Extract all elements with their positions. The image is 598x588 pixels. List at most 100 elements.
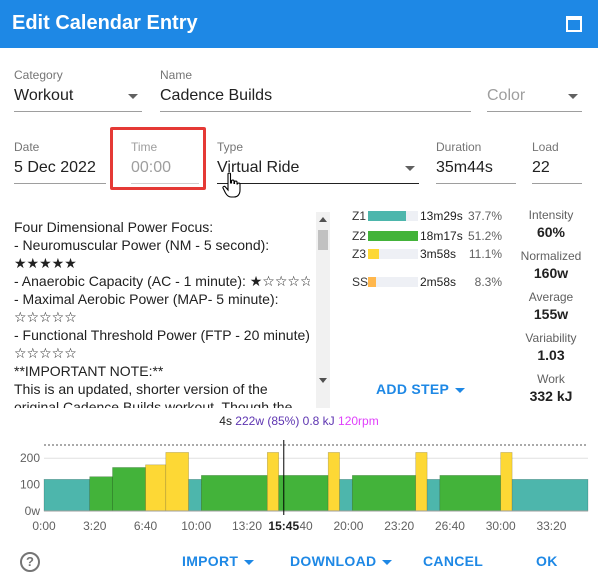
color-underline (487, 111, 582, 112)
readout-watts: 222w (85%) 0.8 kJ (235, 414, 335, 428)
workout-step-bar (112, 467, 146, 512)
x-tick-label: 30:00 (486, 519, 516, 533)
zone-row-ss: SS 2m58s 8.3% (350, 274, 510, 290)
name-label: Name (160, 68, 193, 82)
name-field[interactable]: Name Cadence Builds (160, 68, 471, 114)
stat-label: Work (537, 372, 565, 386)
x-tick-label: 6:40 (134, 519, 158, 533)
description-line: - Maximal Aerobic Power (MAP- 5 minute): (14, 291, 279, 307)
scroll-down-icon[interactable] (319, 378, 327, 383)
import-label: IMPORT (182, 553, 239, 569)
x-tick-label: 23:20 (384, 519, 414, 533)
caret-down-icon (244, 559, 255, 565)
load-field[interactable]: Load 22 (532, 140, 582, 186)
zone-percent: 8.3% (474, 275, 502, 289)
zone-bar-track (368, 277, 418, 287)
name-value: Cadence Builds (160, 87, 273, 104)
zone-bar-track (368, 249, 418, 259)
description-line: ☆☆☆☆☆ (14, 345, 77, 361)
load-label: Load (532, 140, 559, 154)
color-select[interactable]: Color (487, 68, 582, 114)
download-button[interactable]: DOWNLOAD (290, 553, 393, 569)
x-tick-label: 10:00 (181, 519, 211, 533)
type-select[interactable]: Type Virtual Ride (217, 140, 419, 186)
stat-label: Normalized (520, 249, 582, 263)
description-line: - Neuromuscular Power (NM - 5 second): (14, 237, 270, 253)
load-underline (532, 183, 582, 184)
highlight-box (110, 127, 206, 190)
description-scrollbar[interactable] (316, 212, 330, 408)
zone-row-z1: Z1 13m29s 37.7% (350, 208, 510, 224)
workout-step-bar (426, 479, 441, 512)
maximize-icon[interactable] (566, 16, 582, 32)
zone-percent: 37.7% (467, 209, 502, 223)
type-value: Virtual Ride (217, 159, 300, 176)
description-line: Four Dimensional Power Focus: (14, 219, 214, 235)
scroll-thumb[interactable] (318, 230, 328, 250)
chevron-down-icon (128, 94, 138, 99)
workout-step-bar (145, 464, 167, 512)
hand-cursor-icon (222, 172, 241, 198)
zone-time: 2m58s (420, 275, 457, 289)
workout-step-bar (327, 452, 340, 512)
scroll-up-icon[interactable] (319, 217, 327, 222)
date-value: 5 Dec 2022 (14, 159, 96, 176)
load-value: 22 (532, 159, 550, 176)
zone-bar-track (368, 231, 418, 241)
x-tick-label: 33:20 (536, 519, 566, 533)
x-tick-label: 3:20 (83, 519, 107, 533)
zone-row-z3: Z3 3m58s 11.1% (350, 246, 510, 262)
date-field[interactable]: Date 5 Dec 2022 (14, 140, 106, 186)
stat-value: 155w (533, 306, 569, 322)
x-tick-label: 26:40 (435, 519, 465, 533)
color-placeholder: Color (487, 87, 526, 104)
download-label: DOWNLOAD (290, 553, 377, 569)
workout-step-bar (201, 475, 268, 512)
import-button[interactable]: IMPORT (182, 553, 255, 569)
cancel-button[interactable]: CANCEL (423, 553, 484, 569)
workout-chart[interactable]: 2001000w0:003:206:4010:0013:2016:4020:00… (0, 432, 598, 537)
stat-label: Variability (525, 331, 577, 345)
duration-field[interactable]: Duration 35m44s (436, 140, 516, 186)
zone-bar-track (368, 211, 418, 221)
stat-normalized: Normalized 160w (514, 249, 588, 281)
x-tick-label: 20:00 (333, 519, 363, 533)
y-tick-label: 0w (25, 504, 41, 518)
duration-value: 35m44s (436, 159, 493, 176)
workout-step-bar (500, 452, 513, 512)
time-label: Time (131, 140, 158, 154)
ok-button[interactable]: OK (536, 553, 558, 569)
workout-step-bar (188, 479, 202, 512)
type-underline (217, 183, 419, 184)
time-underline (131, 183, 199, 184)
zone-bar (368, 277, 377, 287)
workout-step-bar (89, 476, 113, 512)
workout-step-bar (278, 475, 329, 512)
caret-down-icon (455, 387, 466, 393)
zone-label: Z1 (352, 209, 367, 223)
zone-time: 3m58s (420, 247, 457, 261)
zone-row-z2: Z2 18m17s 51.2% (350, 228, 510, 244)
zone-bar (368, 231, 418, 241)
chevron-down-icon (405, 166, 415, 171)
zone-time: 13m29s (420, 209, 463, 223)
workout-step-bar (511, 479, 589, 512)
description-line: This is an updated, shorter version of t… (14, 381, 268, 397)
stat-label: Intensity (528, 208, 574, 222)
add-step-button[interactable]: ADD STEP (376, 381, 466, 397)
time-field[interactable]: Time 00:00 (131, 140, 199, 186)
workout-step-bar (439, 475, 502, 512)
workout-step-bar (415, 452, 428, 512)
caret-down-icon (382, 559, 393, 565)
duration-underline (436, 183, 516, 184)
stat-value: 160w (533, 265, 569, 281)
cursor-label-background (267, 518, 300, 534)
description-textarea[interactable]: Four Dimensional Power Focus: - Neuromusc… (14, 218, 310, 408)
cursor-readout: 4s 222w (85%) 0.8 kJ 120rpm (0, 414, 598, 428)
description-line: original Cadence Builds workout. Though … (14, 399, 293, 408)
time-placeholder: 00:00 (131, 159, 172, 176)
category-underline (14, 111, 142, 112)
add-step-label: ADD STEP (376, 381, 450, 397)
help-icon[interactable]: ? (20, 552, 40, 572)
category-select[interactable]: Category Workout (14, 68, 142, 114)
